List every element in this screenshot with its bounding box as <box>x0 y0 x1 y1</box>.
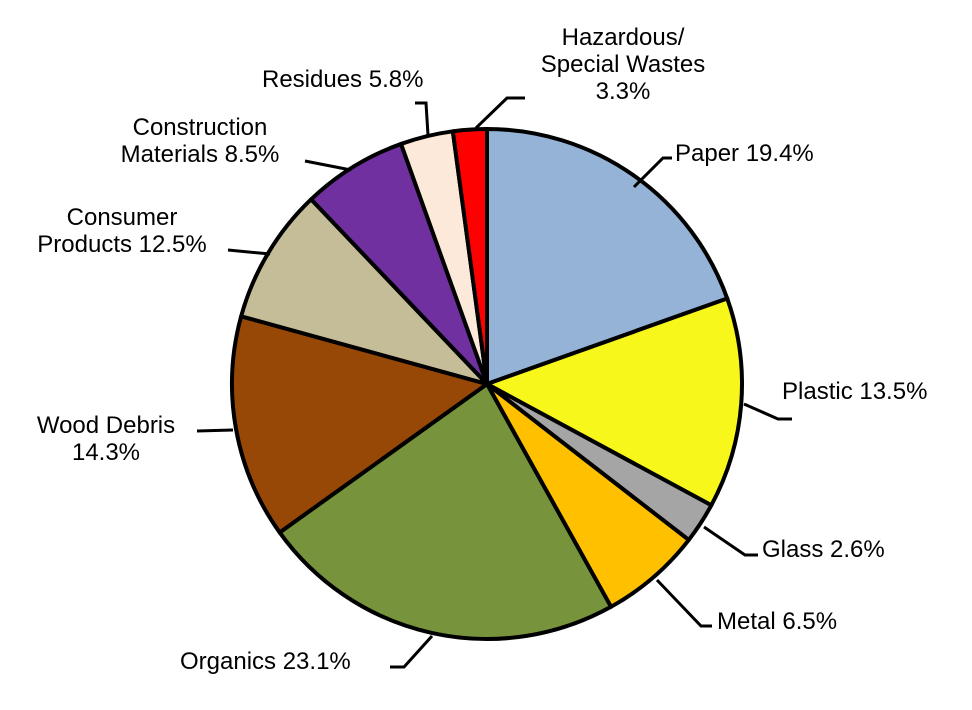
label-plastic: Plastic 13.5% <box>782 378 928 405</box>
label-hazardous-line3: 3.3% <box>595 78 651 105</box>
label-consumer-line1: Consumer <box>66 204 178 231</box>
label-wood-debris: Wood Debris 14.3% <box>18 412 194 466</box>
label-organics: Organics 23.1% <box>180 648 351 675</box>
leader-glass <box>703 525 758 557</box>
pie-slice-paper <box>485 127 730 386</box>
label-hazardous-line2: Special Wastes <box>540 51 706 78</box>
label-hazardous-line1: Hazardous/ <box>561 24 685 51</box>
leader-plastic <box>743 402 792 421</box>
leader-paper <box>632 156 672 189</box>
label-wood-line2: 14.3% <box>71 439 141 466</box>
leader-organics <box>390 634 434 669</box>
label-consumer-products: Consumer Products 12.5% <box>18 204 226 258</box>
label-paper: Paper 19.4% <box>675 140 814 167</box>
leader-hazardous <box>474 96 525 130</box>
pie-slice-organics <box>277 382 614 641</box>
label-construction-materials: Construction Materials 8.5% <box>100 114 300 168</box>
leader-wood <box>196 428 234 433</box>
pie-slice-hazardous-special-wastes <box>450 127 489 386</box>
label-metal: Metal 6.5% <box>717 608 838 635</box>
label-construction-line2: Materials 8.5% <box>120 141 280 168</box>
label-residues: Residues 5.8% <box>262 66 424 93</box>
label-hazardous-special-wastes: Hazardous/ Special Wastes 3.3% <box>524 24 722 105</box>
leader-consumer <box>227 248 271 256</box>
pie-slices <box>230 127 744 641</box>
leader-construction <box>304 159 352 172</box>
leader-metal <box>655 578 712 628</box>
pie-slice-wood-debris <box>230 314 489 535</box>
leader-residues <box>415 101 430 136</box>
pie-slice-plastic <box>485 296 744 508</box>
label-wood-line1: Wood Debris <box>36 412 176 439</box>
label-consumer-line2: Products 12.5% <box>37 231 207 258</box>
label-construction-line1: Construction <box>132 114 268 141</box>
leader-lines <box>196 96 792 669</box>
label-glass: Glass 2.6% <box>762 536 885 563</box>
